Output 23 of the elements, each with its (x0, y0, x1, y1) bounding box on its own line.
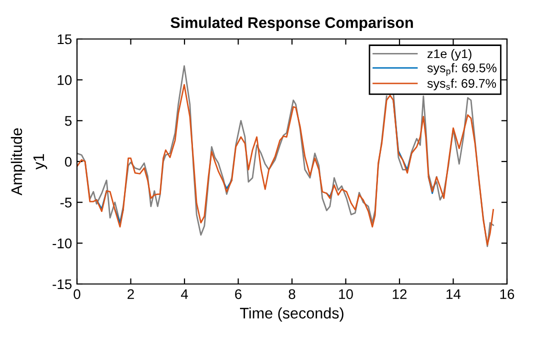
y-axis-title: Amplitude (10, 128, 26, 196)
x-tick-label: 8 (288, 289, 296, 300)
y-tick-label: 5 (64, 116, 72, 126)
y-tick-label: 15 (58, 34, 72, 44)
x-axis-title: Time (seconds) (240, 307, 344, 322)
legend-label: sys$_{s}$f: 69.7% (427, 78, 496, 90)
legend-label: z1e (y1) (428, 49, 472, 61)
y-tick-label: 0 (64, 156, 72, 167)
x-tick-label: 2 (128, 289, 134, 299)
y-tick-label: -5 (60, 198, 72, 208)
x-tick-label: 14 (446, 289, 461, 299)
x-tick-label: 4 (180, 289, 188, 299)
y-tick-label: 10 (58, 75, 72, 86)
x-tick-label: 6 (235, 289, 242, 300)
legend-label: sys$_{p}$f: 69.5% (427, 63, 496, 76)
chart-title: Simulated Response Comparison (170, 16, 413, 32)
x-tick-label: 16 (500, 289, 514, 300)
x-tick-label: 0 (74, 289, 80, 300)
y2-axis-title: y1 (33, 154, 48, 170)
y-tick-label: -10 (52, 238, 72, 248)
y-tick-label: -15 (52, 279, 72, 290)
x-tick-label: 12 (392, 289, 407, 299)
x-tick-label: 10 (339, 289, 353, 300)
